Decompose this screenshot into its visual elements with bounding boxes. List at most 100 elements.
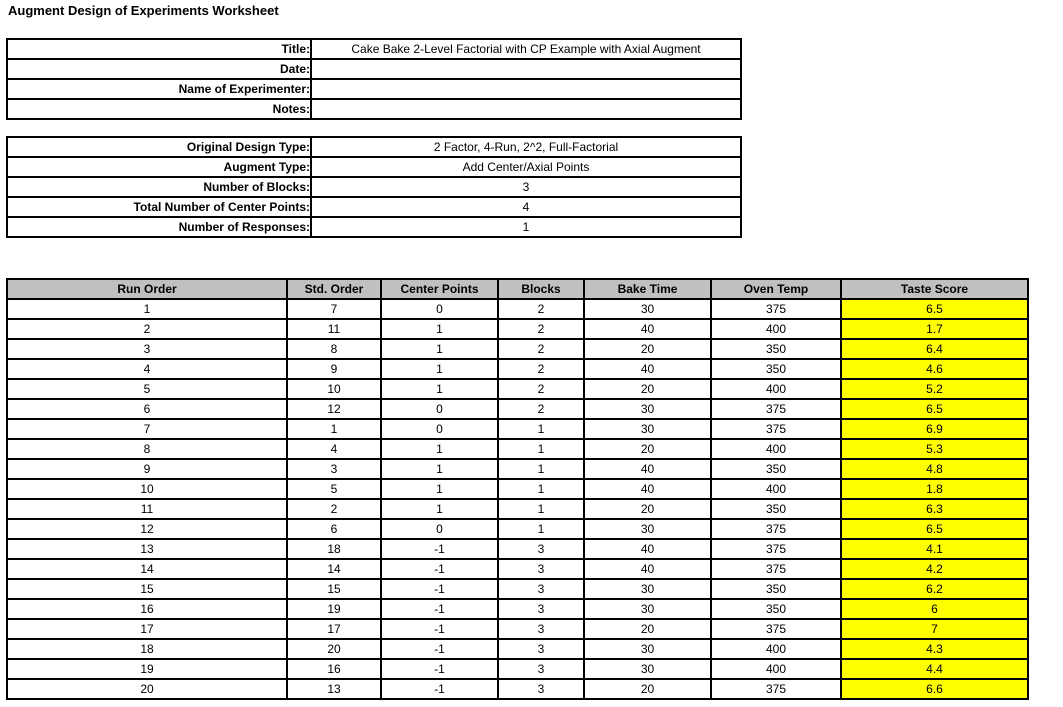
cell-blocks[interactable]: 3 (497, 598, 585, 620)
cell-center-points[interactable]: 1 (380, 318, 499, 340)
cell-bake-time[interactable]: 20 (583, 678, 712, 700)
cell-oven-temp[interactable]: 400 (710, 658, 842, 680)
cell-oven-temp[interactable]: 350 (710, 498, 842, 520)
cell-blocks[interactable]: 3 (497, 678, 585, 700)
augment-type-value-cell[interactable]: Add Center/Axial Points (310, 156, 742, 178)
cell-center-points[interactable]: -1 (380, 618, 499, 640)
cell-bake-time[interactable]: 40 (583, 318, 712, 340)
cell-oven-temp[interactable]: 400 (710, 378, 842, 400)
cell-center-points[interactable]: -1 (380, 638, 499, 660)
cell-run-order[interactable]: 11 (6, 498, 288, 520)
cell-std-order[interactable]: 19 (286, 598, 382, 620)
cell-blocks[interactable]: 3 (497, 558, 585, 580)
cell-center-points[interactable]: 1 (380, 358, 499, 380)
cell-bake-time[interactable]: 30 (583, 418, 712, 440)
cell-oven-temp[interactable]: 375 (710, 618, 842, 640)
cell-run-order[interactable]: 6 (6, 398, 288, 420)
cell-run-order[interactable]: 16 (6, 598, 288, 620)
cell-run-order[interactable]: 5 (6, 378, 288, 400)
cell-bake-time[interactable]: 30 (583, 398, 712, 420)
cell-bake-time[interactable]: 40 (583, 358, 712, 380)
cell-taste-score[interactable]: 1.8 (840, 478, 1029, 500)
cell-run-order[interactable]: 8 (6, 438, 288, 460)
cell-run-order[interactable]: 19 (6, 658, 288, 680)
cell-taste-score[interactable]: 6 (840, 598, 1029, 620)
cell-oven-temp[interactable]: 400 (710, 318, 842, 340)
cell-taste-score[interactable]: 4.8 (840, 458, 1029, 480)
cell-blocks[interactable]: 2 (497, 318, 585, 340)
cell-taste-score[interactable]: 4.6 (840, 358, 1029, 380)
cell-run-order[interactable]: 18 (6, 638, 288, 660)
cell-std-order[interactable]: 6 (286, 518, 382, 540)
cell-blocks[interactable]: 3 (497, 538, 585, 560)
cell-bake-time[interactable]: 20 (583, 378, 712, 400)
title-value-cell[interactable]: Cake Bake 2-Level Factorial with CP Exam… (310, 38, 742, 60)
cell-bake-time[interactable]: 40 (583, 558, 712, 580)
cell-oven-temp[interactable]: 375 (710, 538, 842, 560)
cell-center-points[interactable]: 1 (380, 478, 499, 500)
cell-center-points[interactable]: 0 (380, 398, 499, 420)
cell-bake-time[interactable]: 20 (583, 618, 712, 640)
number-of-blocks-value-cell[interactable]: 3 (310, 176, 742, 198)
cell-bake-time[interactable]: 30 (583, 518, 712, 540)
cell-oven-temp[interactable]: 350 (710, 338, 842, 360)
cell-bake-time[interactable]: 30 (583, 598, 712, 620)
cell-center-points[interactable]: 0 (380, 298, 499, 320)
cell-bake-time[interactable]: 30 (583, 658, 712, 680)
cell-std-order[interactable]: 16 (286, 658, 382, 680)
cell-oven-temp[interactable]: 400 (710, 438, 842, 460)
cell-center-points[interactable]: -1 (380, 598, 499, 620)
cell-bake-time[interactable]: 20 (583, 498, 712, 520)
cell-run-order[interactable]: 17 (6, 618, 288, 640)
cell-center-points[interactable]: -1 (380, 578, 499, 600)
cell-std-order[interactable]: 11 (286, 318, 382, 340)
cell-blocks[interactable]: 3 (497, 658, 585, 680)
cell-center-points[interactable]: 0 (380, 418, 499, 440)
cell-std-order[interactable]: 13 (286, 678, 382, 700)
cell-taste-score[interactable]: 6.5 (840, 518, 1029, 540)
cell-run-order[interactable]: 4 (6, 358, 288, 380)
cell-center-points[interactable]: -1 (380, 558, 499, 580)
cell-blocks[interactable]: 1 (497, 518, 585, 540)
cell-run-order[interactable]: 1 (6, 298, 288, 320)
cell-bake-time[interactable]: 30 (583, 638, 712, 660)
cell-blocks[interactable]: 2 (497, 338, 585, 360)
cell-run-order[interactable]: 14 (6, 558, 288, 580)
cell-std-order[interactable]: 1 (286, 418, 382, 440)
original-design-type-value-cell[interactable]: 2 Factor, 4-Run, 2^2, Full-Factorial (310, 136, 742, 158)
cell-taste-score[interactable]: 6.5 (840, 398, 1029, 420)
cell-oven-temp[interactable]: 375 (710, 678, 842, 700)
cell-center-points[interactable]: 1 (380, 378, 499, 400)
cell-taste-score[interactable]: 5.3 (840, 438, 1029, 460)
cell-std-order[interactable]: 20 (286, 638, 382, 660)
cell-std-order[interactable]: 15 (286, 578, 382, 600)
cell-std-order[interactable]: 9 (286, 358, 382, 380)
cell-run-order[interactable]: 15 (6, 578, 288, 600)
number-of-responses-value-cell[interactable]: 1 (310, 216, 742, 238)
cell-oven-temp[interactable]: 400 (710, 478, 842, 500)
cell-center-points[interactable]: 1 (380, 498, 499, 520)
cell-run-order[interactable]: 3 (6, 338, 288, 360)
cell-std-order[interactable]: 7 (286, 298, 382, 320)
cell-std-order[interactable]: 17 (286, 618, 382, 640)
notes-value-cell[interactable] (310, 98, 742, 120)
cell-std-order[interactable]: 12 (286, 398, 382, 420)
cell-center-points[interactable]: 1 (380, 338, 499, 360)
cell-taste-score[interactable]: 6.4 (840, 338, 1029, 360)
cell-std-order[interactable]: 4 (286, 438, 382, 460)
cell-bake-time[interactable]: 40 (583, 458, 712, 480)
cell-run-order[interactable]: 7 (6, 418, 288, 440)
cell-center-points[interactable]: 0 (380, 518, 499, 540)
cell-run-order[interactable]: 20 (6, 678, 288, 700)
cell-center-points[interactable]: -1 (380, 658, 499, 680)
cell-run-order[interactable]: 10 (6, 478, 288, 500)
cell-std-order[interactable]: 2 (286, 498, 382, 520)
cell-oven-temp[interactable]: 350 (710, 578, 842, 600)
cell-std-order[interactable]: 5 (286, 478, 382, 500)
cell-oven-temp[interactable]: 375 (710, 398, 842, 420)
cell-blocks[interactable]: 2 (497, 398, 585, 420)
cell-oven-temp[interactable]: 375 (710, 418, 842, 440)
cell-oven-temp[interactable]: 375 (710, 518, 842, 540)
cell-center-points[interactable]: 1 (380, 458, 499, 480)
cell-center-points[interactable]: -1 (380, 538, 499, 560)
